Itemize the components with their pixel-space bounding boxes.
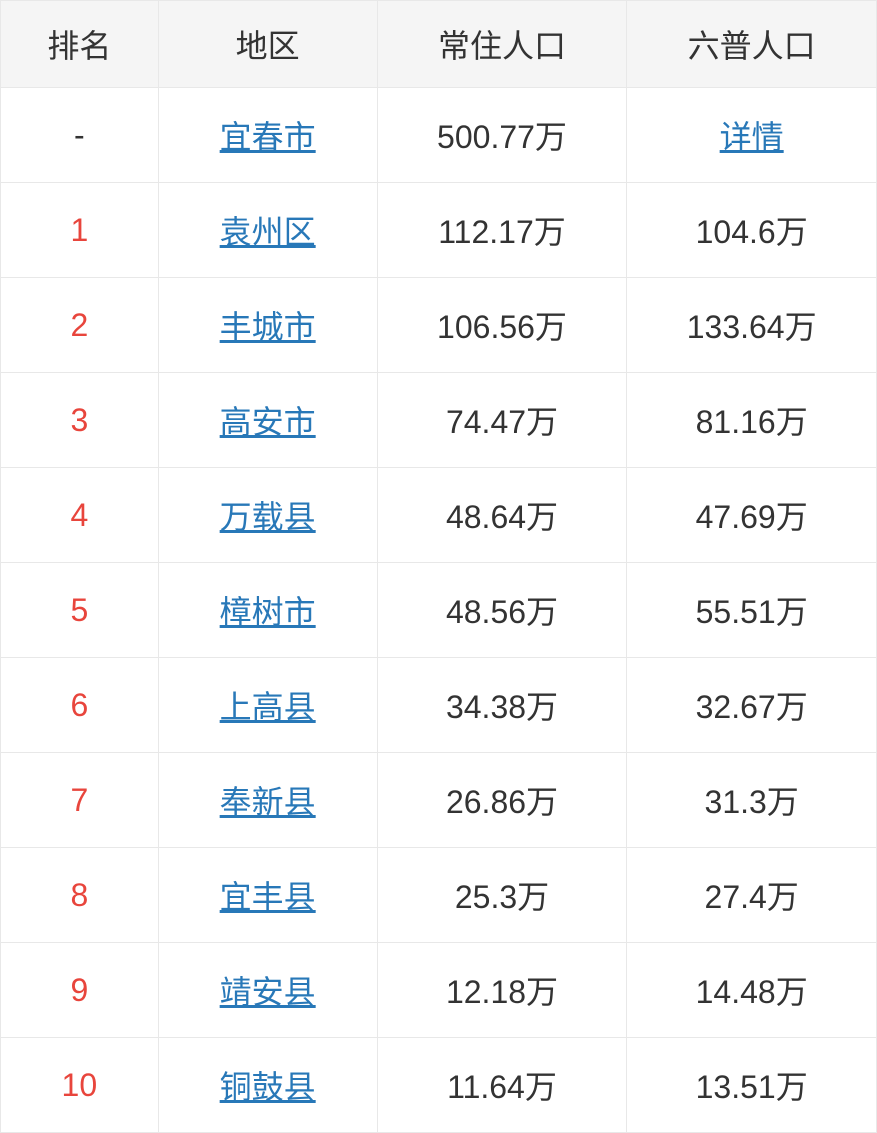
header-census-pop: 六普人口 <box>627 1 877 88</box>
detail-link[interactable]: 详情 <box>720 119 784 155</box>
region-link[interactable]: 高安市 <box>220 404 316 440</box>
rank-cell: 1 <box>1 183 159 278</box>
resident-pop-cell: 106.56万 <box>377 278 627 373</box>
census-pop-cell: 32.67万 <box>627 658 877 753</box>
table-row: 5 樟树市 48.56万55.51万 <box>1 563 877 658</box>
region-cell: 靖安县 <box>158 943 377 1038</box>
region-link[interactable]: 丰城市 <box>220 309 316 345</box>
region-cell: 宜丰县 <box>158 848 377 943</box>
region-cell: 樟树市 <box>158 563 377 658</box>
rank-cell: - <box>1 88 159 183</box>
table-row: 1 袁州区 112.17万104.6万 <box>1 183 877 278</box>
region-cell: 丰城市 <box>158 278 377 373</box>
census-pop-cell: 详情 <box>627 88 877 183</box>
region-link[interactable]: 宜春市 <box>220 119 316 155</box>
region-link[interactable]: 靖安县 <box>220 974 316 1010</box>
region-link[interactable]: 樟树市 <box>220 594 316 630</box>
table-row: 6 上高县 34.38万32.67万 <box>1 658 877 753</box>
census-pop-cell: 27.4万 <box>627 848 877 943</box>
table-row: 3 高安市 74.47万81.16万 <box>1 373 877 468</box>
rank-cell: 6 <box>1 658 159 753</box>
rank-cell: 7 <box>1 753 159 848</box>
region-link[interactable]: 宜丰县 <box>220 879 316 915</box>
region-cell: 宜春市 <box>158 88 377 183</box>
table-row: 7 奉新县 26.86万31.3万 <box>1 753 877 848</box>
region-cell: 袁州区 <box>158 183 377 278</box>
resident-pop-cell: 112.17万 <box>377 183 627 278</box>
table-row: 10 铜鼓县 11.64万13.51万 <box>1 1038 877 1133</box>
census-pop-cell: 81.16万 <box>627 373 877 468</box>
region-link[interactable]: 万载县 <box>220 499 316 535</box>
resident-pop-cell: 12.18万 <box>377 943 627 1038</box>
region-link[interactable]: 奉新县 <box>220 784 316 820</box>
rank-cell: 10 <box>1 1038 159 1133</box>
table-row: 4 万载县 48.64万47.69万 <box>1 468 877 563</box>
region-cell: 奉新县 <box>158 753 377 848</box>
resident-pop-cell: 74.47万 <box>377 373 627 468</box>
rank-cell: 5 <box>1 563 159 658</box>
table-row: - 宜春市 500.77万 详情 <box>1 88 877 183</box>
region-link[interactable]: 铜鼓县 <box>220 1069 316 1105</box>
region-cell: 万载县 <box>158 468 377 563</box>
rank-cell: 9 <box>1 943 159 1038</box>
resident-pop-cell: 48.64万 <box>377 468 627 563</box>
census-pop-cell: 47.69万 <box>627 468 877 563</box>
header-region: 地区 <box>158 1 377 88</box>
rank-cell: 2 <box>1 278 159 373</box>
rank-cell: 8 <box>1 848 159 943</box>
rank-cell: 3 <box>1 373 159 468</box>
region-cell: 上高县 <box>158 658 377 753</box>
resident-pop-cell: 34.38万 <box>377 658 627 753</box>
table-row: 8 宜丰县 25.3万27.4万 <box>1 848 877 943</box>
census-pop-cell: 13.51万 <box>627 1038 877 1133</box>
census-pop-cell: 14.48万 <box>627 943 877 1038</box>
resident-pop-cell: 25.3万 <box>377 848 627 943</box>
region-link[interactable]: 袁州区 <box>220 214 316 250</box>
population-table: 排名 地区 常住人口 六普人口 - 宜春市 500.77万 详情 1 袁州区 112.17万… <box>0 0 877 1133</box>
census-pop-cell: 55.51万 <box>627 563 877 658</box>
resident-pop-cell: 11.64万 <box>377 1038 627 1133</box>
resident-pop-cell: 500.77万 <box>377 88 627 183</box>
table-header-row: 排名 地区 常住人口 六普人口 <box>1 1 877 88</box>
table-row: 2 丰城市 106.56万133.64万 <box>1 278 877 373</box>
resident-pop-cell: 26.86万 <box>377 753 627 848</box>
region-cell: 铜鼓县 <box>158 1038 377 1133</box>
census-pop-cell: 104.6万 <box>627 183 877 278</box>
census-pop-cell: 31.3万 <box>627 753 877 848</box>
header-rank: 排名 <box>1 1 159 88</box>
census-pop-cell: 133.64万 <box>627 278 877 373</box>
resident-pop-cell: 48.56万 <box>377 563 627 658</box>
region-link[interactable]: 上高县 <box>220 689 316 725</box>
region-cell: 高安市 <box>158 373 377 468</box>
table-row: 9 靖安县 12.18万14.48万 <box>1 943 877 1038</box>
rank-cell: 4 <box>1 468 159 563</box>
header-resident-pop: 常住人口 <box>377 1 627 88</box>
